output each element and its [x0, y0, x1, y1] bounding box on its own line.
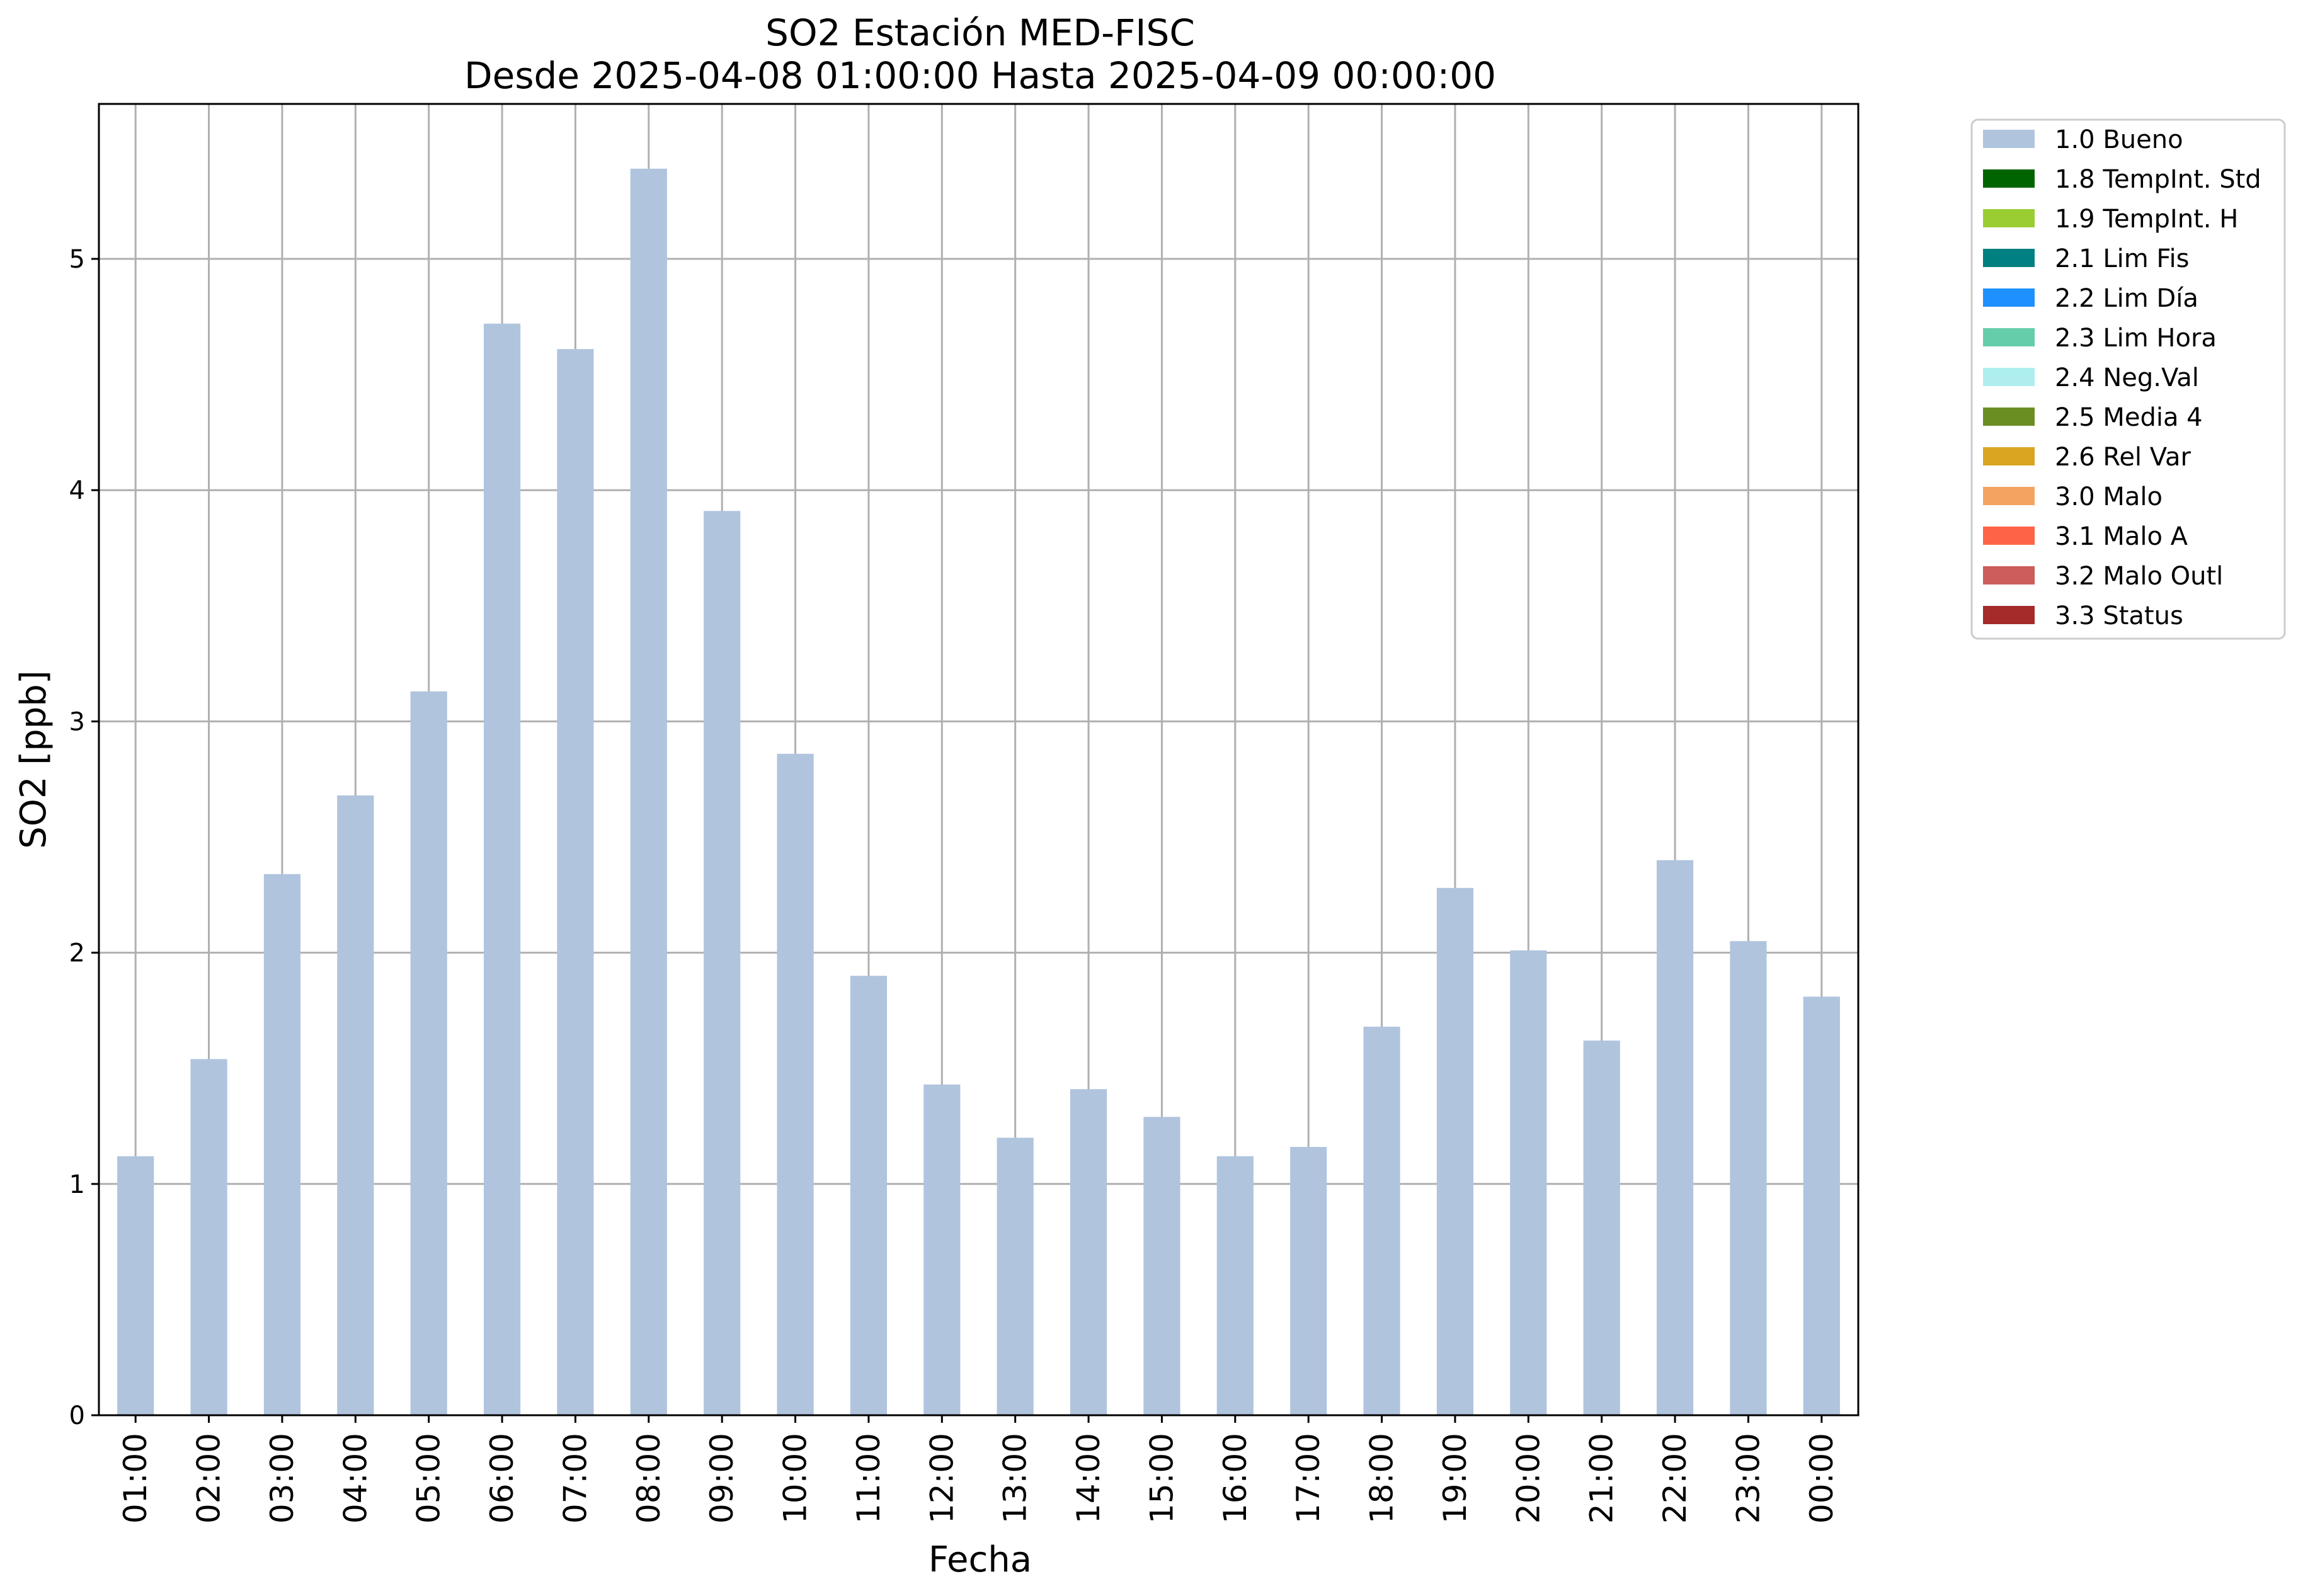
- legend-items: 1.0 Bueno 1.8 TempInt. Std 1.9 TempInt. H 2…: [1983, 125, 2261, 630]
- legend-swatch: [1983, 169, 2035, 188]
- x-tick-label: 05:00: [411, 1433, 447, 1524]
- x-tick-label: 13:00: [997, 1433, 1034, 1524]
- plot-frame: [98, 103, 1860, 1416]
- bar-0500: [410, 691, 447, 1415]
- legend-label: 1.9 TempInt. H: [2055, 205, 2238, 234]
- x-tick-label: 10:00: [777, 1433, 814, 1524]
- bar-0600: [483, 323, 521, 1416]
- x-tick-label: 17:00: [1290, 1433, 1327, 1524]
- y-tick-label: 4: [69, 476, 85, 505]
- y-tick-label: 5: [69, 245, 85, 274]
- x-tick-label: 01:00: [117, 1433, 154, 1524]
- x-tick-label: 12:00: [923, 1433, 960, 1524]
- bar-1700: [1290, 1147, 1327, 1415]
- x-tick-label: 22:00: [1657, 1433, 1693, 1524]
- x-tick-label: 16:00: [1217, 1433, 1254, 1524]
- x-tick-label: 23:00: [1730, 1433, 1766, 1524]
- bar-1200: [923, 1084, 961, 1415]
- bar-2100: [1583, 1040, 1620, 1415]
- legend: 1.0 Bueno 1.8 TempInt. Std 1.9 TempInt. H 2…: [1970, 118, 2286, 640]
- x-tick-label: 19:00: [1437, 1433, 1473, 1524]
- bar-1000: [777, 753, 814, 1415]
- legend-swatch: [1983, 130, 2035, 148]
- x-tick-label: 07:00: [557, 1433, 593, 1524]
- legend-swatch: [1983, 288, 2035, 307]
- bar-0300: [263, 874, 301, 1415]
- legend-label: 3.3 Status: [2055, 601, 2183, 630]
- chart-title-line-2: Desde 2025-04-08 01:00:00 Hasta 2025-04-…: [464, 54, 1496, 97]
- x-tick-label: 20:00: [1510, 1433, 1546, 1524]
- bar-1100: [850, 976, 888, 1415]
- x-ticks: 01:00 02:00 03:00 04:00 05:00 06:00 07:00 08:00…: [117, 1415, 1840, 1524]
- bar-0700: [557, 349, 594, 1415]
- x-tick-label: 18:00: [1364, 1433, 1400, 1524]
- bar-0800: [630, 168, 667, 1415]
- bar-0000: [1803, 996, 1840, 1415]
- legend-label: 2.2 Lim Día: [2055, 284, 2198, 313]
- bar-1300: [997, 1137, 1034, 1415]
- legend-swatch: [1983, 527, 2035, 545]
- bar-1900: [1436, 887, 1474, 1415]
- x-tick-label: 14:00: [1070, 1433, 1107, 1524]
- x-tick-label: 21:00: [1584, 1433, 1620, 1524]
- legend-swatch: [1983, 447, 2035, 465]
- bar-0100: [117, 1156, 154, 1415]
- y-tick-label: 1: [69, 1170, 85, 1199]
- y-tick-label: 0: [69, 1401, 85, 1430]
- bar-2300: [1730, 941, 1767, 1415]
- legend-swatch: [1983, 328, 2035, 346]
- legend-swatch: [1983, 487, 2035, 505]
- legend-label: 3.2 Malo Outl: [2055, 562, 2223, 591]
- legend-swatch: [1983, 566, 2035, 584]
- legend-label: 3.1 Malo A: [2055, 522, 2188, 551]
- bar-2000: [1510, 950, 1547, 1415]
- bar-0900: [704, 511, 741, 1415]
- x-tick-label: 11:00: [850, 1433, 887, 1524]
- x-tick-label: 00:00: [1803, 1433, 1840, 1524]
- legend-swatch: [1983, 209, 2035, 227]
- y-axis-label: SO2 [ppb]: [13, 670, 54, 848]
- x-axis-label: Fecha: [929, 1539, 1032, 1580]
- legend-swatch: [1983, 606, 2035, 624]
- y-tick-label: 2: [69, 939, 85, 968]
- legend-label: 2.1 Lim Fis: [2055, 244, 2189, 273]
- bar-1500: [1143, 1117, 1180, 1415]
- y-ticks: 0 1 2 3 4 5: [69, 245, 99, 1430]
- legend-label: 1.0 Bueno: [2055, 125, 2183, 154]
- legend-label: 2.3 Lim Hora: [2055, 324, 2217, 353]
- bar-0400: [337, 795, 374, 1415]
- x-tick-label: 04:00: [337, 1433, 374, 1524]
- bar-1600: [1216, 1156, 1254, 1415]
- legend-frame: [1970, 118, 2286, 640]
- y-tick-label: 3: [69, 707, 85, 736]
- bar-1800: [1363, 1027, 1400, 1415]
- x-tick-label: 02:00: [191, 1433, 227, 1524]
- bar-2200: [1656, 860, 1694, 1415]
- legend-label: 1.8 TempInt. Std: [2055, 165, 2261, 194]
- bar-0200: [190, 1059, 227, 1415]
- bar-1400: [1070, 1089, 1107, 1415]
- legend-swatch: [1983, 408, 2035, 426]
- legend-label: 2.4 Neg.Val: [2055, 363, 2199, 392]
- legend-label: 3.0 Malo: [2055, 482, 2163, 511]
- x-tick-label: 03:00: [264, 1433, 300, 1524]
- bars: [117, 168, 1840, 1416]
- x-tick-label: 08:00: [631, 1433, 667, 1524]
- x-tick-label: 09:00: [704, 1433, 740, 1524]
- legend-label: 2.6 Rel Var: [2055, 443, 2192, 472]
- x-tick-label: 15:00: [1143, 1433, 1180, 1524]
- legend-swatch: [1983, 249, 2035, 267]
- x-tick-label: 06:00: [484, 1433, 520, 1524]
- legend-label: 2.5 Media 4: [2055, 403, 2203, 432]
- legend-swatch: [1983, 368, 2035, 386]
- chart-title-line-1: SO2 Estación MED-FISC: [765, 11, 1195, 54]
